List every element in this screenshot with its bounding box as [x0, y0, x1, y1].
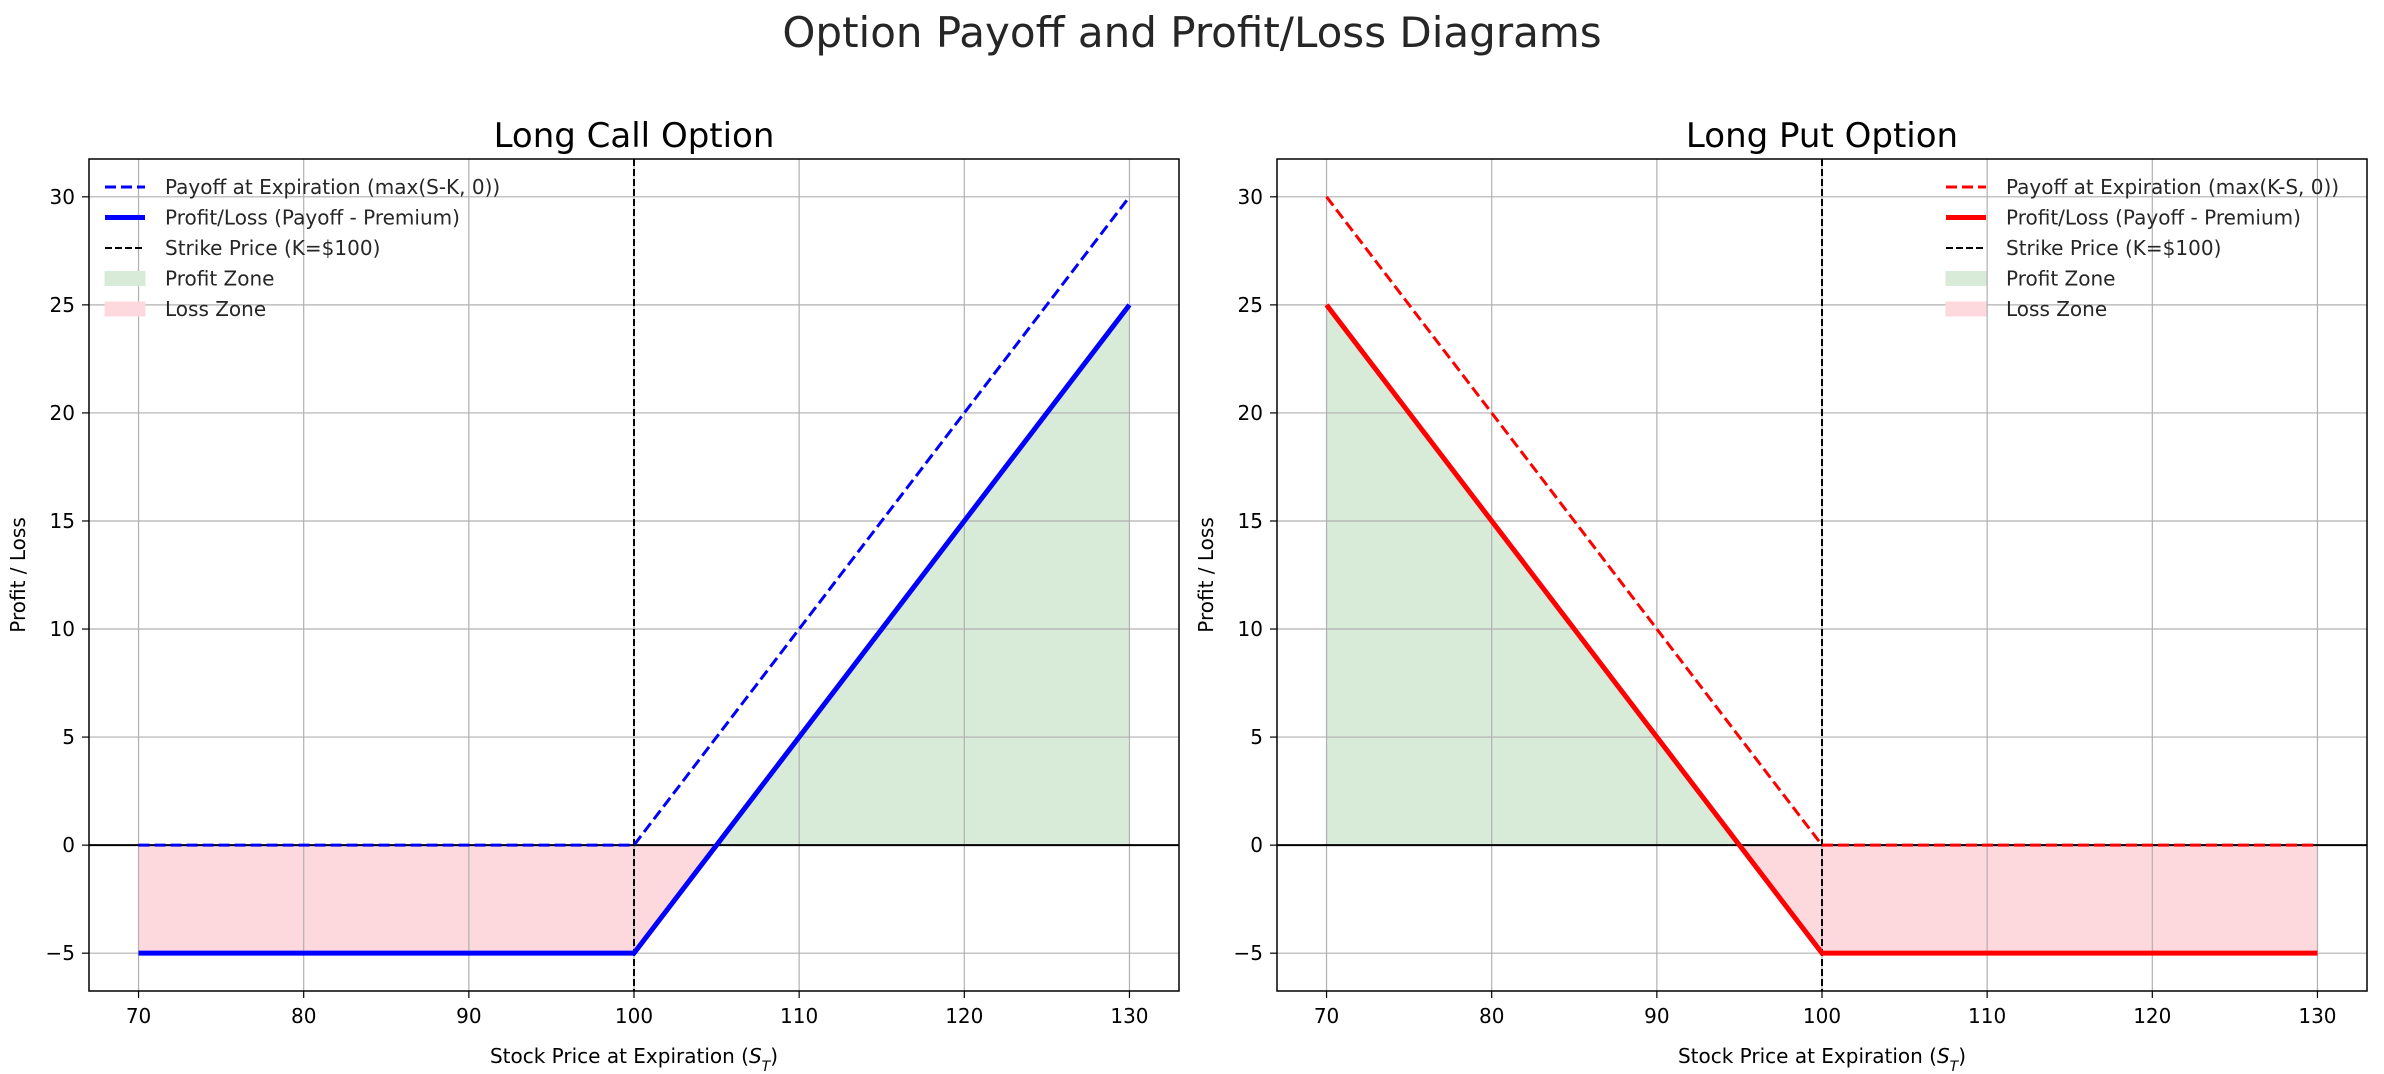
long-call-xtick-label-80: 80 [291, 1004, 316, 1028]
long-put-ytick-label-5: 5 [1250, 725, 1263, 749]
long-call-xtick-label-100: 100 [615, 1004, 653, 1028]
long-call-legend-swatch-profit-zone [104, 271, 146, 286]
long-call-legend-label-profit-loss: Profit/Loss (Payoff - Premium) [165, 206, 460, 230]
long-put-ytick-label-25: 25 [1238, 293, 1263, 317]
long-call-legend-label-strike: Strike Price (K=$100) [165, 236, 380, 260]
long-call-ylabel: Profit / Loss [6, 517, 30, 633]
long-call-xlabel: Stock Price at Expiration (ST) [490, 1044, 778, 1074]
long-call-legend-label-payoff: Payoff at Expiration (max(S-K, 0)) [165, 175, 500, 199]
long-put-legend-label-profit-zone: Profit Zone [2006, 267, 2115, 291]
long-put-xtick-label-70: 70 [1314, 1004, 1339, 1028]
long-put-axes: 70 80 90 100 110 120 130 −5 0 5 10 15 20 25 30 Long Put… [1194, 116, 2368, 1074]
long-put-legend-label-profit-loss: Profit/Loss (Payoff - Premium) [2006, 206, 2301, 230]
long-put-legend-label-payoff: Payoff at Expiration (max(K-S, 0)) [2006, 175, 2339, 199]
long-put-xlabel-suffix: ) [1958, 1044, 1966, 1068]
long-put-xtick-label-110: 110 [1968, 1004, 2006, 1028]
long-put-profit-loss-line [1324, 303, 2318, 956]
long-put-ytick-label-30: 30 [1238, 185, 1263, 209]
long-put-legend: Payoff at Expiration (max(K-S, 0)) Profit… [1945, 175, 2339, 321]
long-put-ytick-label-20: 20 [1238, 401, 1263, 425]
long-put-xlabel: Stock Price at Expiration (ST) [1678, 1044, 1966, 1074]
long-put-legend-label-strike: Strike Price (K=$100) [2006, 236, 2221, 260]
long-call-profit-loss-line [138, 303, 1132, 956]
long-call-ytick-label-25: 25 [50, 293, 75, 317]
long-put-legend-label-loss-zone: Loss Zone [2006, 297, 2107, 321]
long-put-ytick-label-15: 15 [1238, 509, 1263, 533]
long-call-xlabel-subscript: T [762, 1059, 772, 1074]
long-call-xtick-label-70: 70 [126, 1004, 151, 1028]
long-call-xlabel-suffix: ) [770, 1044, 778, 1068]
long-call-profit-zone [138, 304, 1130, 846]
long-call-ytick-label-30: 30 [50, 185, 75, 209]
figure-title: Option Payoff and Profit/Loss Diagrams [782, 8, 1602, 57]
long-call-xlabel-prefix: Stock Price at Expiration ( [490, 1044, 749, 1068]
long-call-legend-swatch-loss-zone [104, 301, 146, 317]
long-put-ylabel: Profit / Loss [1194, 517, 1218, 633]
long-put-xlabel-subscript: T [1950, 1059, 1960, 1074]
long-call-ytick-label-5: 5 [62, 725, 75, 749]
long-put-legend-swatch-profit-zone [1945, 271, 1987, 286]
long-call-payoff-line [138, 195, 1131, 847]
long-call-ytick-label--5: −5 [46, 941, 75, 965]
long-call-xlabel-symbol: S [749, 1044, 762, 1068]
long-put-xtick-label-80: 80 [1479, 1004, 1504, 1028]
long-call-ytick-label-0: 0 [62, 833, 75, 857]
long-put-legend-swatch-loss-zone [1945, 301, 1987, 317]
long-call-ytick-label-10: 10 [50, 617, 75, 641]
long-put-ytick-label-0: 0 [1250, 833, 1263, 857]
long-put-profit-zone [1326, 304, 2318, 846]
long-call-xtick-label-120: 120 [945, 1004, 983, 1028]
long-put-ytick-label-10: 10 [1238, 617, 1263, 641]
long-put-xtick-label-100: 100 [1803, 1004, 1841, 1028]
long-call-xtick-label-130: 130 [1110, 1004, 1148, 1028]
long-call-xtick-label-90: 90 [456, 1004, 481, 1028]
long-call-axes: 70 80 90 100 110 120 130 −5 0 5 10 15 20 25 30 Long Cal… [6, 116, 1180, 1074]
long-put-payoff-line [1325, 195, 2318, 847]
long-put-xtick-label-130: 130 [2298, 1004, 2336, 1028]
long-call-xtick-label-110: 110 [780, 1004, 818, 1028]
long-call-legend: Payoff at Expiration (max(S-K, 0)) Profit… [104, 175, 500, 321]
long-call-legend-label-profit-zone: Profit Zone [165, 267, 274, 291]
long-call-ytick-label-15: 15 [50, 509, 75, 533]
long-put-title: Long Put Option [1686, 116, 1958, 156]
long-call-ytick-label-20: 20 [50, 401, 75, 425]
long-call-title: Long Call Option [494, 116, 775, 156]
long-put-ytick-label--5: −5 [1234, 941, 1263, 965]
long-put-xtick-label-90: 90 [1644, 1004, 1669, 1028]
long-put-xlabel-prefix: Stock Price at Expiration ( [1678, 1044, 1937, 1068]
long-put-xlabel-symbol: S [1937, 1044, 1950, 1068]
long-call-legend-label-loss-zone: Loss Zone [165, 297, 266, 321]
long-put-xtick-label-120: 120 [2133, 1004, 2171, 1028]
